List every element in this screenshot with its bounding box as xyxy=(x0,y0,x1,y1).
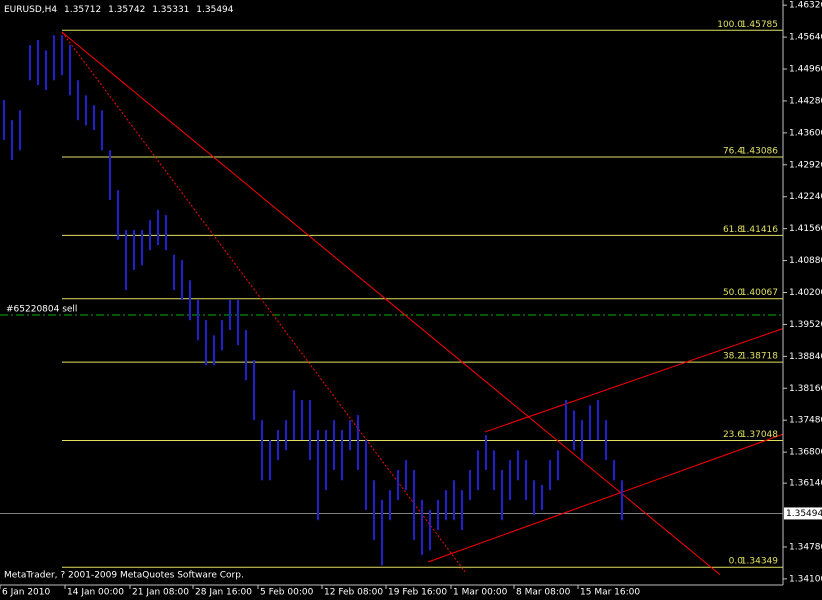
fib-price: 1.37048 xyxy=(741,430,778,440)
low: 1.35331 xyxy=(152,5,189,15)
fib-ratio: 100.0 xyxy=(717,20,743,30)
y-tick-label: 1.43600 xyxy=(789,128,822,138)
x-tick-label: 19 Feb 16:00 xyxy=(388,588,447,598)
fib-ratio: 38.2 xyxy=(723,352,743,362)
y-tick-label: 1.34780 xyxy=(789,542,822,552)
trendline xyxy=(427,433,783,563)
y-tick-label: 1.40200 xyxy=(789,288,822,298)
trendline xyxy=(61,31,721,576)
x-tick-label: 15 Mar 16:00 xyxy=(580,588,640,598)
y-tick-label: 1.36800 xyxy=(789,448,822,458)
y-tick-label: 1.44960 xyxy=(789,65,822,75)
fib-ratio: 61.8 xyxy=(723,225,743,235)
y-tick-label: 1.42920 xyxy=(789,160,822,170)
x-tick-label: 21 Jan 08:00 xyxy=(132,588,189,598)
fib-price: 1.45785 xyxy=(741,20,778,30)
y-tick-label: 1.34100 xyxy=(789,574,822,584)
copyright: MetaTrader, ? 2001-2009 MetaQuotes Softw… xyxy=(4,571,244,581)
fib-price: 1.40067 xyxy=(741,288,778,298)
symbol: EURUSD,H4 xyxy=(4,5,57,15)
y-tick-label: 1.44280 xyxy=(789,96,822,106)
y-tick-label: 1.46320 xyxy=(789,1,822,11)
x-tick-label: 12 Feb 08:00 xyxy=(324,588,383,598)
open: 1.35712 xyxy=(64,5,101,15)
y-tick-label: 1.41560 xyxy=(789,224,822,234)
x-tick-label: 6 Jan 2010 xyxy=(2,588,50,598)
y-tick-label: 1.40880 xyxy=(789,256,822,266)
y-tick-label: 1.45640 xyxy=(789,33,822,43)
x-tick-label: 5 Feb 00:00 xyxy=(260,588,314,598)
x-tick-label: 8 Mar 08:00 xyxy=(516,588,571,598)
fib-ratio: 50.0 xyxy=(723,288,743,298)
fib-price: 1.34349 xyxy=(741,557,778,567)
bid-label: 1.35494 xyxy=(786,509,822,519)
bid-box xyxy=(784,507,822,520)
x-tick-label: 14 Jan 00:00 xyxy=(67,588,124,598)
y-tick-label: 1.38160 xyxy=(789,384,822,394)
plot-area xyxy=(0,29,783,576)
fib-price: 1.38718 xyxy=(741,352,778,362)
fib-price: 1.43086 xyxy=(741,147,778,157)
y-tick-label: 1.38840 xyxy=(789,352,822,362)
fib-ratio: 76.4 xyxy=(723,147,743,157)
fib-ratio: 23.6 xyxy=(723,430,743,440)
close: 1.35494 xyxy=(196,5,233,15)
x-tick-label: 28 Jan 16:00 xyxy=(195,588,252,598)
x-tick-label: 1 Mar 00:00 xyxy=(453,588,508,598)
high: 1.35742 xyxy=(108,5,145,15)
y-tick-label: 1.37480 xyxy=(789,416,822,426)
fib-ratio: 0.0 xyxy=(729,557,744,567)
trendline xyxy=(484,328,783,433)
y-tick-label: 1.36140 xyxy=(789,479,822,489)
order-label: #65220804 sell xyxy=(6,305,77,315)
y-tick-label: 1.39520 xyxy=(789,320,822,330)
y-tick-label: 1.42240 xyxy=(789,192,822,202)
header: EURUSD,H4 1.35712 1.35742 1.35331 1.3549… xyxy=(4,5,234,15)
fib-price: 1.41416 xyxy=(741,225,778,235)
